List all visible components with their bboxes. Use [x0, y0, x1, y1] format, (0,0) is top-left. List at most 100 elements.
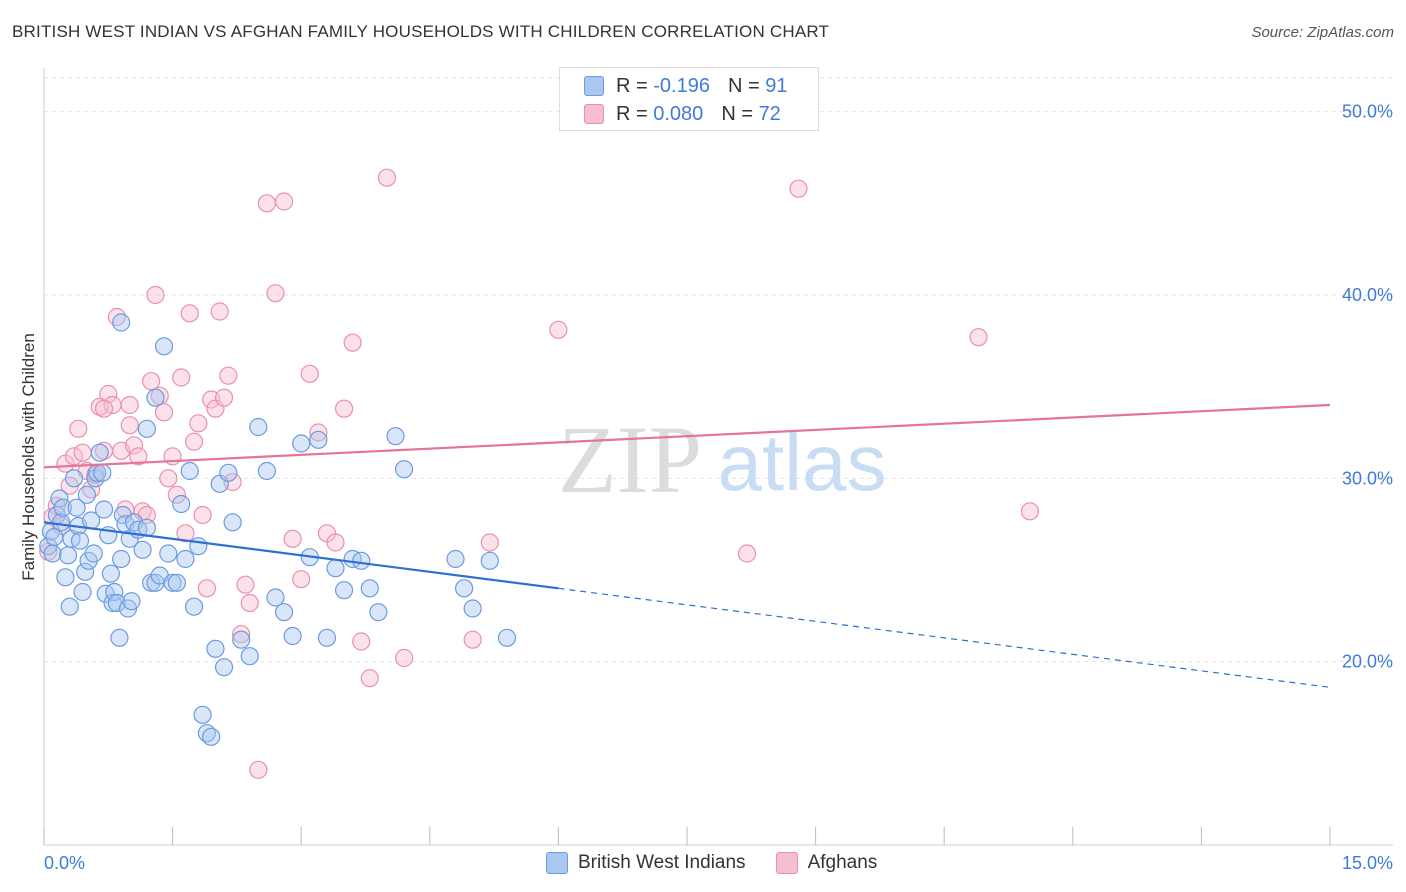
legend-r-value: 0.080	[653, 102, 704, 125]
afghans-point	[549, 320, 568, 339]
british-west-indians-point	[176, 549, 195, 569]
series-legend: British West Indians Afghans	[546, 852, 907, 874]
british-west-indians-point	[70, 531, 90, 550]
british-west-indians-point	[266, 588, 285, 607]
afghans-point	[292, 570, 311, 589]
legend-swatch-pink	[584, 104, 604, 124]
afghans-point	[236, 575, 255, 594]
afghans-point	[197, 579, 216, 598]
afghans-point	[737, 544, 757, 563]
afghans-point	[193, 505, 212, 525]
afghans-point	[283, 529, 302, 548]
y-tick-label: 50.0%	[1342, 102, 1393, 122]
afghans-point	[326, 533, 345, 552]
axes	[43, 68, 1393, 846]
british-west-indians-point	[202, 727, 221, 746]
british-west-indians-point	[454, 579, 474, 598]
watermark: ZIP atlas	[558, 406, 886, 513]
afghans-points	[39, 168, 1040, 779]
british-west-indians-point	[219, 463, 238, 482]
afghans-point	[274, 192, 294, 211]
afghans-point	[99, 384, 118, 404]
chart-title: BRITISH WEST INDIAN VS AFGHAN FAMILY HOU…	[12, 22, 830, 41]
british-west-indians-point	[167, 573, 186, 592]
british-west-indians-point	[163, 573, 182, 592]
british-west-indians-point	[64, 469, 84, 488]
british-west-indians-point	[292, 434, 311, 453]
british-west-indians-point	[53, 498, 72, 517]
legend-r-label: R =	[616, 74, 648, 97]
british-west-indians-point	[206, 639, 225, 658]
watermark-zip: ZIP	[558, 406, 702, 513]
afghans-point	[360, 669, 379, 688]
afghans-point	[257, 194, 277, 213]
tick-labels: 20.0% 30.0% 40.0% 50.0% 0.0% 15.0%	[44, 102, 1393, 873]
legend-r-value: -0.196	[653, 74, 710, 97]
afghans-point	[249, 760, 268, 779]
british-west-indians-point	[446, 549, 465, 569]
british-west-indians-point	[334, 581, 354, 600]
trendlines	[43, 403, 1331, 688]
british-west-indians-point	[107, 593, 126, 613]
british-west-indians-point	[94, 500, 114, 519]
british-west-indians-point	[232, 630, 251, 649]
afghans-point	[189, 414, 208, 433]
british-west-indians-point	[133, 540, 152, 559]
y-tick-label: 20.0%	[1342, 652, 1393, 672]
legend-n-label: N =	[727, 74, 760, 97]
afghans-point	[1020, 502, 1040, 521]
afghans-point	[352, 632, 371, 651]
afghans-point	[214, 388, 234, 407]
british-west-indians-point	[101, 564, 120, 583]
british-west-indians-point	[77, 485, 96, 504]
afghans-point	[172, 368, 191, 387]
afghans-point	[394, 648, 414, 668]
british-west-indians-point	[480, 551, 499, 570]
british-west-indians-point	[93, 463, 112, 482]
x-tick-label-max: 15.0%	[1342, 853, 1393, 873]
british-west-indians-point	[58, 546, 78, 565]
afghans-point	[300, 364, 319, 383]
british-west-indians-point	[317, 628, 337, 647]
british-west-indians-point	[60, 597, 79, 616]
british-west-indians-point	[240, 647, 259, 666]
british-west-indians-point	[283, 626, 302, 646]
afghans-trendline	[43, 403, 1331, 469]
afghans-point	[789, 179, 808, 198]
british-west-indians-point	[214, 658, 234, 677]
british-west-indians-point	[146, 388, 165, 407]
afghans-point	[176, 524, 195, 543]
british-west-indians-point	[56, 568, 75, 587]
british-west-indians-point	[223, 513, 242, 532]
legend-r-label: R =	[616, 102, 648, 125]
british-west-indians-point	[249, 417, 268, 437]
british-west-indians-point	[112, 313, 131, 332]
legend-row-pink: R = 0.080 N = 72	[584, 101, 781, 127]
series-swatch-pink	[775, 852, 798, 874]
british-west-indians-point	[369, 603, 388, 622]
british-west-indians-point	[193, 705, 212, 724]
british-west-indians-point	[497, 628, 517, 647]
afghans-point	[266, 284, 285, 303]
afghans-point	[69, 419, 88, 438]
british-west-indians-point	[184, 597, 204, 616]
british-west-indians-point	[105, 582, 124, 602]
british-west-indians-point	[463, 599, 482, 618]
british-west-indians-point	[90, 443, 109, 462]
afghans-point	[463, 630, 482, 649]
gridlines	[44, 77, 1393, 663]
afghans-point	[210, 302, 229, 321]
series-name-blue: British West Indians	[578, 852, 746, 873]
legend-swatch-blue	[584, 76, 604, 96]
british-west-indians-point	[172, 494, 191, 514]
british-west-indians-point	[189, 537, 208, 556]
afghans-point	[240, 593, 259, 613]
british-west-indians-trendline	[43, 521, 559, 590]
british-west-indians-point	[352, 551, 371, 570]
y-tick-label: 30.0%	[1342, 468, 1393, 488]
source-label: Source: ZipAtlas.com	[1251, 24, 1394, 41]
afghans-point	[309, 423, 328, 442]
series-legend-pink: Afghans	[775, 852, 877, 874]
afghans-point	[180, 304, 199, 323]
